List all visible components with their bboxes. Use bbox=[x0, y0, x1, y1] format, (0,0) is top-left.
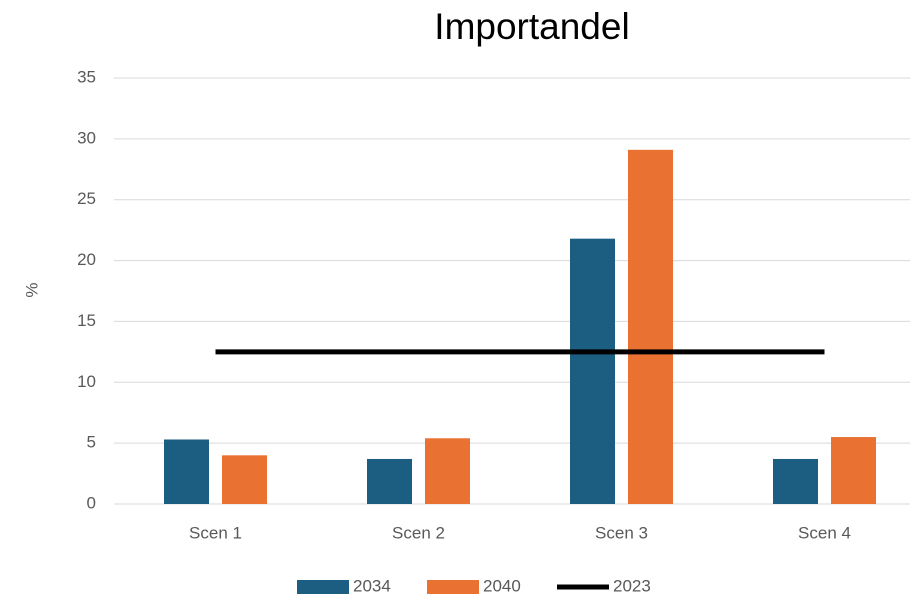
bar bbox=[628, 149, 673, 504]
bar bbox=[367, 458, 412, 504]
x-tick-label: Scen 2 bbox=[392, 523, 445, 542]
bar bbox=[425, 438, 470, 504]
legend-swatch bbox=[297, 580, 349, 594]
legend-swatch bbox=[427, 580, 479, 594]
bar bbox=[222, 455, 267, 504]
x-tick-label: Scen 4 bbox=[798, 523, 851, 542]
x-tick-label: Scen 3 bbox=[595, 523, 648, 542]
y-tick-label: 30 bbox=[77, 128, 96, 147]
y-tick-label: 10 bbox=[77, 372, 96, 391]
bar bbox=[164, 439, 209, 504]
chart-title: Importandel bbox=[434, 6, 629, 47]
legend-label: 2034 bbox=[353, 576, 391, 595]
legend-label: 2040 bbox=[483, 576, 521, 595]
legend-label: 2023 bbox=[613, 576, 651, 595]
bar bbox=[570, 238, 615, 505]
y-tick-label: 15 bbox=[77, 311, 96, 330]
x-tick-label: Scen 1 bbox=[189, 523, 242, 542]
y-tick-label: 0 bbox=[87, 493, 96, 512]
y-tick-label: 20 bbox=[77, 250, 96, 269]
y-axis-label: % bbox=[22, 282, 41, 297]
bar bbox=[773, 458, 818, 504]
bar bbox=[831, 437, 876, 504]
y-tick-label: 5 bbox=[87, 433, 96, 452]
y-tick-label: 35 bbox=[77, 67, 96, 86]
y-tick-label: 25 bbox=[77, 189, 96, 208]
